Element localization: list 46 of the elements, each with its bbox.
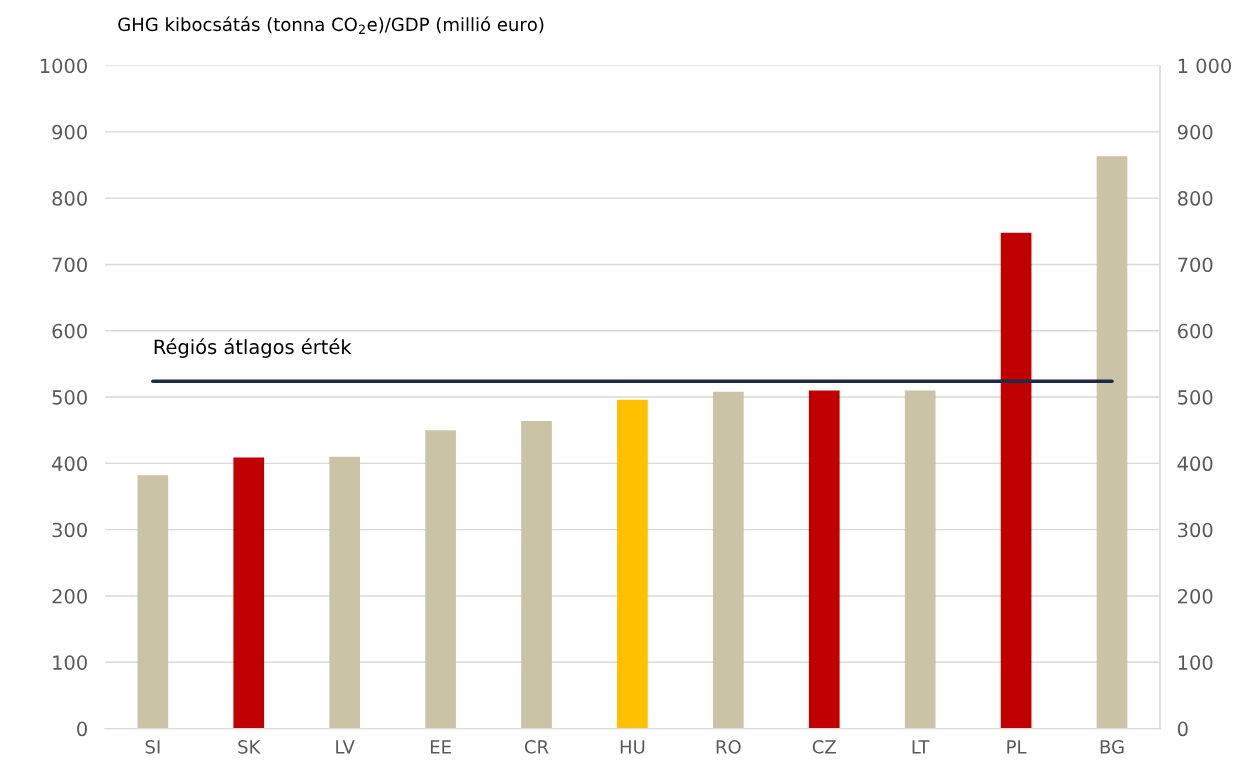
x-tick-label: HU [620, 740, 645, 754]
y-tick-label: 100 [53, 655, 87, 670]
x-tick-label: LT [912, 740, 930, 754]
y2-tick-label: 500 [1178, 390, 1213, 405]
x-tick-label: SI [145, 740, 160, 754]
bar [617, 399, 648, 729]
x-tick-label: SK [238, 740, 261, 754]
y-tick-label: 700 [52, 257, 87, 273]
x-tick-label: CZ [812, 740, 836, 754]
bar [904, 390, 936, 729]
bar [425, 430, 456, 729]
x-tick-label: EE [430, 740, 451, 754]
bar [1000, 232, 1032, 729]
x-tick-label: BG [1100, 740, 1124, 754]
y-tick-label: 300 [52, 522, 87, 538]
y-tick-label: 400 [52, 456, 87, 472]
x-tick-label: PL [1007, 740, 1027, 754]
y2-tick-label: 300 [1178, 522, 1213, 538]
y-axis-title: GHG kibocsátás (tonna CO$_{2}$e)/GDP (millió euro) [118, 16, 544, 34]
y2-tick-label: 1 000 [1178, 58, 1231, 74]
bar [712, 391, 744, 729]
y2-tick-label: 100 [1178, 655, 1213, 670]
y-tick-label: 0 [77, 721, 87, 737]
y2-tick-label: 900 [1177, 124, 1213, 140]
y2-tick-label: 0 [1177, 721, 1188, 737]
x-tick-label: RO [716, 740, 741, 754]
y2-tick-label: 200 [1178, 588, 1213, 604]
y2-tick-label: 400 [1177, 456, 1213, 472]
y-tick-label: 500 [52, 390, 87, 405]
bar [808, 390, 840, 729]
x-tick-label: LV [336, 740, 355, 754]
y2-tick-label: 600 [1177, 323, 1213, 339]
bar [329, 456, 361, 729]
y-tick-label: 800 [52, 191, 87, 206]
y2-tick-label: 700 [1178, 257, 1213, 273]
bar [1096, 156, 1128, 729]
bar [521, 420, 552, 729]
y-tick-label: 600 [52, 323, 87, 339]
ref-line-label: Régiós átlagos érték [154, 338, 352, 358]
y-tick-label: 200 [52, 588, 87, 604]
bar [137, 475, 169, 729]
bar [233, 457, 265, 729]
y2-tick-label: 800 [1177, 191, 1213, 206]
y-tick-label: 900 [52, 124, 87, 140]
x-tick-label: CR [524, 740, 549, 754]
y-tick-label: 1000 [40, 58, 87, 74]
